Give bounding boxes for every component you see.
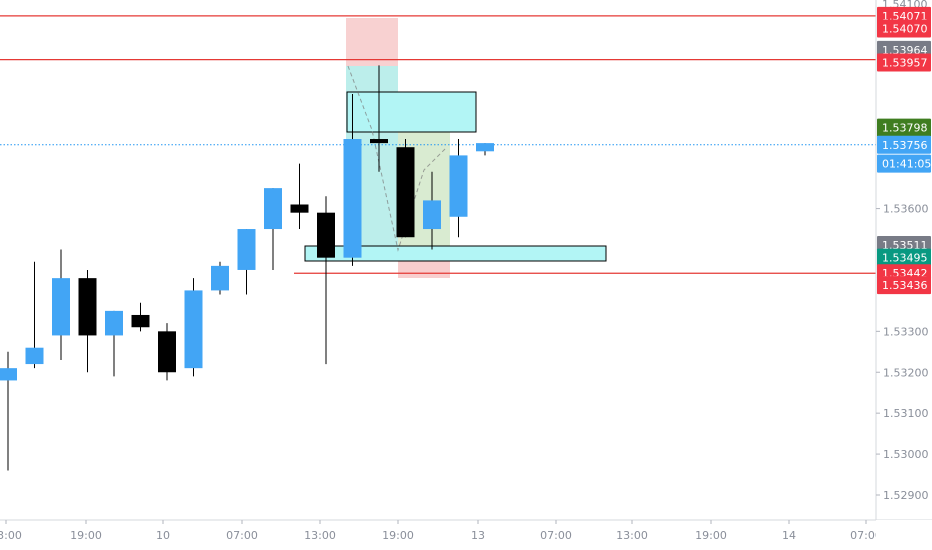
price-badge: 1.54070: [877, 19, 931, 38]
candle-body[interactable]: [396, 147, 415, 238]
supply-zone-box[interactable]: [346, 91, 477, 133]
candle-body[interactable]: [449, 155, 468, 217]
x-tick-label: 07:00: [850, 529, 882, 542]
price-badge-bg: [877, 248, 931, 267]
candle-body[interactable]: [290, 204, 309, 213]
price-badge: 01:41:05: [877, 154, 931, 173]
candle-body[interactable]: [105, 310, 123, 336]
x-tick-label: 19:00: [695, 529, 727, 542]
price-badge-label: 1.53798: [882, 122, 928, 135]
price-badge: 1.53436: [877, 276, 931, 295]
y-tick-label: 1.53000: [883, 448, 929, 461]
price-badge-bg: [877, 118, 931, 137]
price-badge-bg: [877, 53, 931, 72]
y-tick-label: 1.53300: [883, 325, 929, 338]
price-badge: 1.54100: [882, 0, 928, 11]
candle-body[interactable]: [317, 212, 335, 258]
candle-body[interactable]: [211, 265, 229, 291]
candle-body[interactable]: [370, 139, 388, 144]
y-tick-label: 1.52900: [883, 489, 929, 502]
price-badge: 1.53798: [877, 118, 931, 137]
axis-corner: [876, 520, 932, 550]
x-tick-label: 13: [471, 529, 485, 542]
candle-body[interactable]: [0, 368, 17, 381]
x-tick-label: 19:00: [70, 529, 102, 542]
candle-body[interactable]: [25, 347, 44, 365]
price-badge-label: 1.54100: [882, 0, 928, 11]
candle-body[interactable]: [131, 314, 150, 328]
candle-body[interactable]: [343, 139, 362, 258]
price-badge: 1.53957: [877, 53, 931, 72]
candle-body[interactable]: [423, 200, 441, 230]
y-tick-label: 1.53600: [883, 203, 929, 216]
candle-body[interactable]: [78, 278, 97, 336]
price-badge-label: 01:41:05: [882, 158, 931, 171]
candle-body[interactable]: [158, 331, 176, 373]
price-badge-label: 1.53957: [882, 57, 928, 70]
stop-loss-zone[interactable]: [346, 18, 398, 66]
price-badge-bg: [877, 135, 931, 154]
demand-zone-box[interactable]: [304, 245, 607, 262]
candle-body[interactable]: [237, 229, 256, 270]
x-tick-label: 13:00: [0, 529, 22, 542]
price-badge-bg: [877, 154, 931, 173]
price-badge-label: 1.53756: [882, 139, 928, 152]
price-badge-label: 1.53436: [882, 279, 928, 292]
x-tick-label: 07:00: [540, 529, 572, 542]
price-badge-bg: [877, 276, 931, 295]
price-badge-bg: [877, 19, 931, 38]
candle-body[interactable]: [264, 188, 282, 230]
time-axis-bg: [0, 520, 932, 550]
y-tick-label: 1.53200: [883, 366, 929, 379]
x-tick-label: 14: [782, 529, 796, 542]
x-tick-label: 19:00: [382, 529, 414, 542]
candle-body[interactable]: [52, 278, 70, 336]
price-badge-label: 1.54070: [882, 23, 928, 36]
x-tick-label: 07:00: [226, 529, 258, 542]
price-badge-label: 1.53495: [882, 252, 928, 265]
price-badge: 1.53495: [877, 248, 931, 267]
x-tick-label: 10: [156, 529, 170, 542]
y-tick-label: 1.53100: [883, 407, 929, 420]
projection-path: [347, 65, 447, 252]
price-badge: 1.53756: [877, 135, 931, 154]
candle-body[interactable]: [184, 290, 203, 369]
x-tick-label: 13:00: [304, 529, 336, 542]
candle-body[interactable]: [476, 143, 494, 152]
x-tick-label: 13:00: [616, 529, 648, 542]
